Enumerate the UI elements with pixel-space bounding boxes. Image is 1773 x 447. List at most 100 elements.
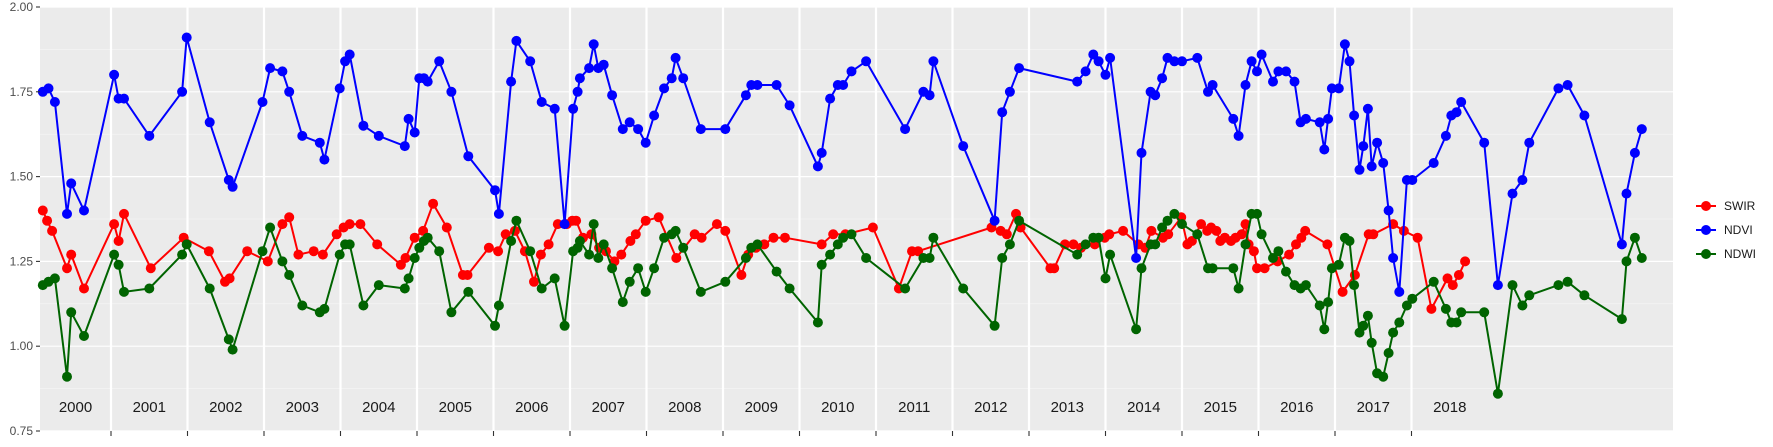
ndvi-point: [617, 124, 628, 135]
y-axis: 0.75 1.00 1.25 1.50 1.75 2.00: [10, 0, 40, 438]
ndwi-point: [493, 300, 504, 311]
swir-point: [1291, 239, 1301, 250]
ndvi-point: [1300, 113, 1311, 124]
ndvi-point: [1451, 107, 1462, 118]
year-label: 2018: [1433, 399, 1466, 416]
ndwi-point: [1162, 215, 1173, 226]
ndwi-point: [265, 222, 276, 233]
swir-point: [1211, 225, 1222, 236]
ndwi-point: [49, 273, 60, 284]
ndvi-point: [624, 117, 635, 128]
ndvi-point: [334, 83, 345, 94]
ndwi-point: [740, 253, 751, 263]
ndwi-point: [588, 219, 599, 230]
ndwi-point: [1440, 303, 1451, 314]
swir-point: [529, 276, 539, 287]
ndvi-point: [1616, 239, 1627, 250]
swir-point: [462, 270, 473, 280]
ndwi-point: [1562, 276, 1573, 287]
ndwi-point: [1401, 300, 1412, 311]
ndwi-point: [1256, 229, 1267, 240]
ndvi-point: [1553, 83, 1564, 94]
y-tick-label: 1.25: [10, 254, 34, 268]
ndwi-point: [297, 300, 308, 311]
ndvi-point: [1388, 253, 1399, 263]
ndwi-point: [373, 280, 384, 291]
swir-point: [500, 229, 511, 240]
ndwi-point: [446, 307, 457, 318]
year-label: 2001: [133, 399, 166, 416]
ndvi-point: [695, 124, 706, 135]
swir-point: [1186, 236, 1197, 246]
ndvi-point: [1240, 80, 1251, 90]
ndwi-point: [1014, 215, 1025, 226]
ndwi-point: [812, 317, 823, 328]
ndwi-point: [1517, 300, 1528, 311]
swir-point: [828, 229, 839, 240]
ndwi-point: [640, 286, 651, 297]
ndvi-point: [284, 86, 295, 97]
ndvi-point: [846, 66, 857, 77]
ndwi-point: [358, 300, 369, 311]
ndwi-point: [1428, 276, 1439, 287]
ndvi-point: [409, 127, 420, 138]
swir-point: [1412, 232, 1423, 243]
ndwi-point: [607, 263, 618, 274]
ndvi-point: [177, 86, 188, 97]
ndwi-point: [1553, 280, 1564, 291]
ndwi-point: [1228, 263, 1239, 274]
ndvi-point: [1314, 117, 1325, 128]
ndvi-point: [1014, 63, 1025, 74]
swir-point: [1460, 256, 1471, 267]
ndvi-point: [144, 130, 155, 141]
ndvi-point: [1131, 253, 1142, 263]
ndvi-point: [989, 215, 1000, 226]
ndwi-point: [1207, 263, 1218, 274]
swir-point: [1196, 219, 1207, 230]
ndwi-point: [549, 273, 560, 284]
ndwi-point: [66, 307, 77, 318]
ndwi-point: [838, 232, 849, 243]
ndwi-point: [649, 263, 660, 274]
ndvi-point: [607, 90, 618, 101]
swir-point: [736, 270, 747, 280]
ndvi-point: [257, 97, 268, 107]
ndwi-point: [1314, 300, 1325, 311]
swir-point: [1163, 229, 1174, 240]
swir-point: [1049, 263, 1060, 274]
legend: SWIR NDVI NDWI: [1696, 199, 1756, 261]
swir-point: [242, 246, 253, 257]
ndvi-point: [640, 137, 651, 148]
ndvi-point: [1252, 66, 1262, 77]
y-tick-label: 1.75: [10, 85, 34, 99]
ndwi-point: [79, 331, 89, 341]
ndvi-point: [62, 208, 72, 219]
swir-point: [37, 205, 48, 216]
ndvi-point: [928, 56, 939, 67]
swir-point: [79, 283, 89, 294]
ndwi-point: [720, 276, 731, 287]
ndwi-point: [1507, 280, 1518, 291]
ndwi-point: [536, 283, 547, 294]
swir-point: [331, 229, 342, 240]
ndvi-point: [559, 219, 570, 230]
ndvi-point: [319, 154, 330, 165]
ndvi-point: [227, 181, 238, 192]
legend-label-ndwi: NDWI: [1724, 247, 1756, 261]
swir-point: [409, 232, 420, 243]
legend-marker-swir: [1701, 201, 1711, 211]
ndvi-point: [490, 185, 500, 196]
ndvi-point: [740, 90, 751, 101]
swir-point: [1337, 286, 1348, 297]
ndwi-point: [109, 249, 120, 260]
ndvi-point: [1339, 39, 1350, 50]
ndwi-point: [1333, 259, 1344, 270]
ndvi-point: [568, 103, 579, 114]
ndwi-point: [1105, 249, 1116, 260]
ndvi-point: [1273, 66, 1284, 77]
ndvi-point: [784, 100, 795, 111]
ndwi-point: [670, 225, 681, 236]
ndvi-point: [1333, 83, 1344, 94]
ndwi-point: [1524, 290, 1535, 301]
swir-point: [640, 215, 651, 226]
